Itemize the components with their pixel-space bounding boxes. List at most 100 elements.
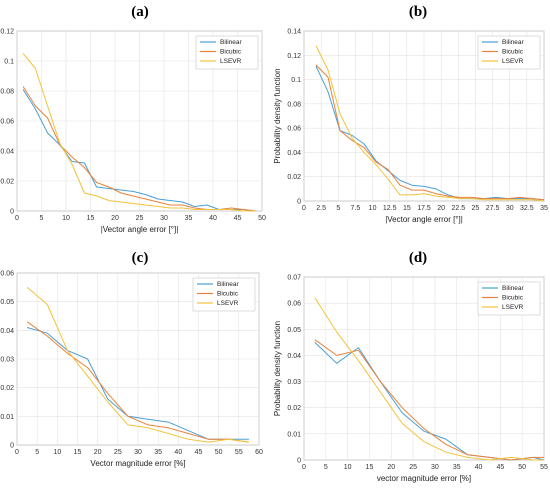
x-tick-label: 50 xyxy=(518,464,526,471)
y-tick-label: 0 xyxy=(10,209,14,216)
x-tick-label: 45 xyxy=(195,449,203,456)
series-line-lsevr xyxy=(314,297,544,461)
x-tick-label: 2.5 xyxy=(316,205,326,212)
x-axis-title: Vector magnitude error [%] xyxy=(90,459,185,468)
x-tick-label: 15 xyxy=(366,464,374,471)
x-tick-label: 55 xyxy=(540,464,548,471)
y-tick-label: 0.04 xyxy=(287,353,301,360)
series-line-lsevr xyxy=(315,45,545,202)
y-tick-label: 0.01 xyxy=(287,431,301,438)
y-tick-label: 0.04 xyxy=(0,149,14,156)
x-tick-label: 0 xyxy=(15,449,19,456)
y-tick-label: 0 xyxy=(297,458,301,465)
x-tick-label: 20 xyxy=(94,449,102,456)
x-tick-label: 10 xyxy=(369,205,377,212)
x-tick-label: 35 xyxy=(540,205,548,212)
y-tick-label: 0.05 xyxy=(287,327,301,334)
x-tick-label: 40 xyxy=(174,449,182,456)
x-tick-label: 7.5 xyxy=(351,205,361,212)
x-tick-label: 15 xyxy=(403,205,411,212)
y-tick-label: 0 xyxy=(10,443,14,450)
x-tick-label: 20 xyxy=(111,215,119,222)
legend-label-bilinear: Bilinear xyxy=(502,285,525,292)
y-tick-label: 0.02 xyxy=(287,405,301,412)
x-tick-label: 35 xyxy=(154,449,162,456)
legend-label-lsevr: LSEVR xyxy=(220,58,242,65)
y-tick-label: 0.02 xyxy=(287,174,301,181)
x-tick-label: 60 xyxy=(255,449,263,456)
x-tick-label: 10 xyxy=(62,215,70,222)
x-tick-label: 35 xyxy=(185,215,193,222)
series-line-bicubic xyxy=(315,64,545,201)
legend-label-bicubic: Bicubic xyxy=(217,291,239,298)
legend-label-lsevr: LSEVR xyxy=(502,58,524,65)
x-tick-label: 5 xyxy=(35,449,39,456)
x-tick-label: 5 xyxy=(324,464,328,471)
y-tick-label: 0.1 xyxy=(4,59,14,66)
x-tick-label: 10 xyxy=(344,464,352,471)
y-tick-label: 0.06 xyxy=(0,119,14,126)
x-axis-title: |Vector angle error [°]| xyxy=(101,225,179,234)
series-line-lsevr xyxy=(22,53,256,212)
x-tick-label: 15 xyxy=(87,215,95,222)
x-tick-label: 45 xyxy=(496,464,504,471)
panel-label: (c) xyxy=(132,250,149,266)
panel-label: (d) xyxy=(409,250,427,266)
y-tick-label: 0.14 xyxy=(287,29,301,36)
x-tick-label: 25 xyxy=(409,464,417,471)
x-tick-label: 50 xyxy=(258,215,266,222)
x-tick-label: 0 xyxy=(302,464,306,471)
legend-label-lsevr: LSEVR xyxy=(217,300,239,307)
legend-label-bilinear: Bilinear xyxy=(502,39,525,46)
x-tick-label: 12.5 xyxy=(383,205,397,212)
y-tick-label: 0.08 xyxy=(0,89,14,96)
x-tick-label: 30 xyxy=(431,464,439,471)
y-tick-label: 0.08 xyxy=(287,101,301,108)
x-tick-label: 40 xyxy=(209,215,217,222)
y-tick-label: 0.06 xyxy=(287,126,301,133)
y-axis-title: Probability density function xyxy=(273,321,282,416)
y-tick-label: 0.03 xyxy=(287,379,301,386)
x-tick-label: 32.5 xyxy=(520,205,534,212)
x-tick-label: 30 xyxy=(506,205,514,212)
y-tick-label: 0.02 xyxy=(0,179,14,186)
x-tick-label: 30 xyxy=(134,449,142,456)
y-tick-label: 0.02 xyxy=(0,385,14,392)
x-tick-label: 45 xyxy=(234,215,242,222)
chart-panel-1: (b) 0 2.5 5 7.5 10 12.5 15 17.5 20 22.5 25 27.5 30 32.… xyxy=(273,4,548,224)
x-tick-label: 5 xyxy=(336,205,340,212)
y-tick-label: 0.12 xyxy=(0,29,14,36)
x-axis-title: |Vector angle error [°]| xyxy=(385,215,463,224)
x-tick-label: 50 xyxy=(215,449,223,456)
x-tick-label: 55 xyxy=(235,449,243,456)
x-tick-label: 5 xyxy=(40,215,44,222)
x-tick-label: 20 xyxy=(437,205,445,212)
x-tick-label: 25 xyxy=(114,449,122,456)
series-line-bicubic xyxy=(26,321,249,443)
x-tick-label: 0 xyxy=(15,215,19,222)
series-line-bicubic xyxy=(314,339,544,461)
y-tick-label: 0.06 xyxy=(287,301,301,308)
panel-label: (b) xyxy=(409,4,427,20)
x-tick-label: 20 xyxy=(387,464,395,471)
x-tick-label: 35 xyxy=(453,464,461,471)
x-axis-title: vector magnitude error [%] xyxy=(377,474,471,483)
y-tick-label: 0.01 xyxy=(0,414,14,421)
y-axis-title: Probability density function xyxy=(273,68,282,163)
chart-panel-0: (a) 0 5 10 15 20 25 30 35 40 45 50 0 0.02 0.04 0.06 0.08… xyxy=(0,4,266,234)
y-tick-label: 0.04 xyxy=(287,150,301,157)
x-tick-label: 17.5 xyxy=(417,205,431,212)
legend-label-lsevr: LSEVR xyxy=(502,304,524,311)
y-tick-label: 0.05 xyxy=(0,299,14,306)
legend-label-bilinear: Bilinear xyxy=(217,281,240,288)
y-tick-label: 0 xyxy=(297,199,301,206)
x-tick-label: 40 xyxy=(475,464,483,471)
chart-panel-3: (d) 0 5 10 15 20 25 30 35 40 45 50 55 0 0.01 0.02 0.03 0.… xyxy=(273,250,548,483)
y-tick-label: 0.04 xyxy=(0,328,14,335)
x-tick-label: 25 xyxy=(472,205,480,212)
legend-label-bicubic: Bicubic xyxy=(502,295,524,302)
y-tick-label: 0.12 xyxy=(287,53,301,60)
y-tick-label: 0.07 xyxy=(287,275,301,282)
x-tick-label: 0 xyxy=(302,205,306,212)
y-tick-label: 0.03 xyxy=(0,357,14,364)
